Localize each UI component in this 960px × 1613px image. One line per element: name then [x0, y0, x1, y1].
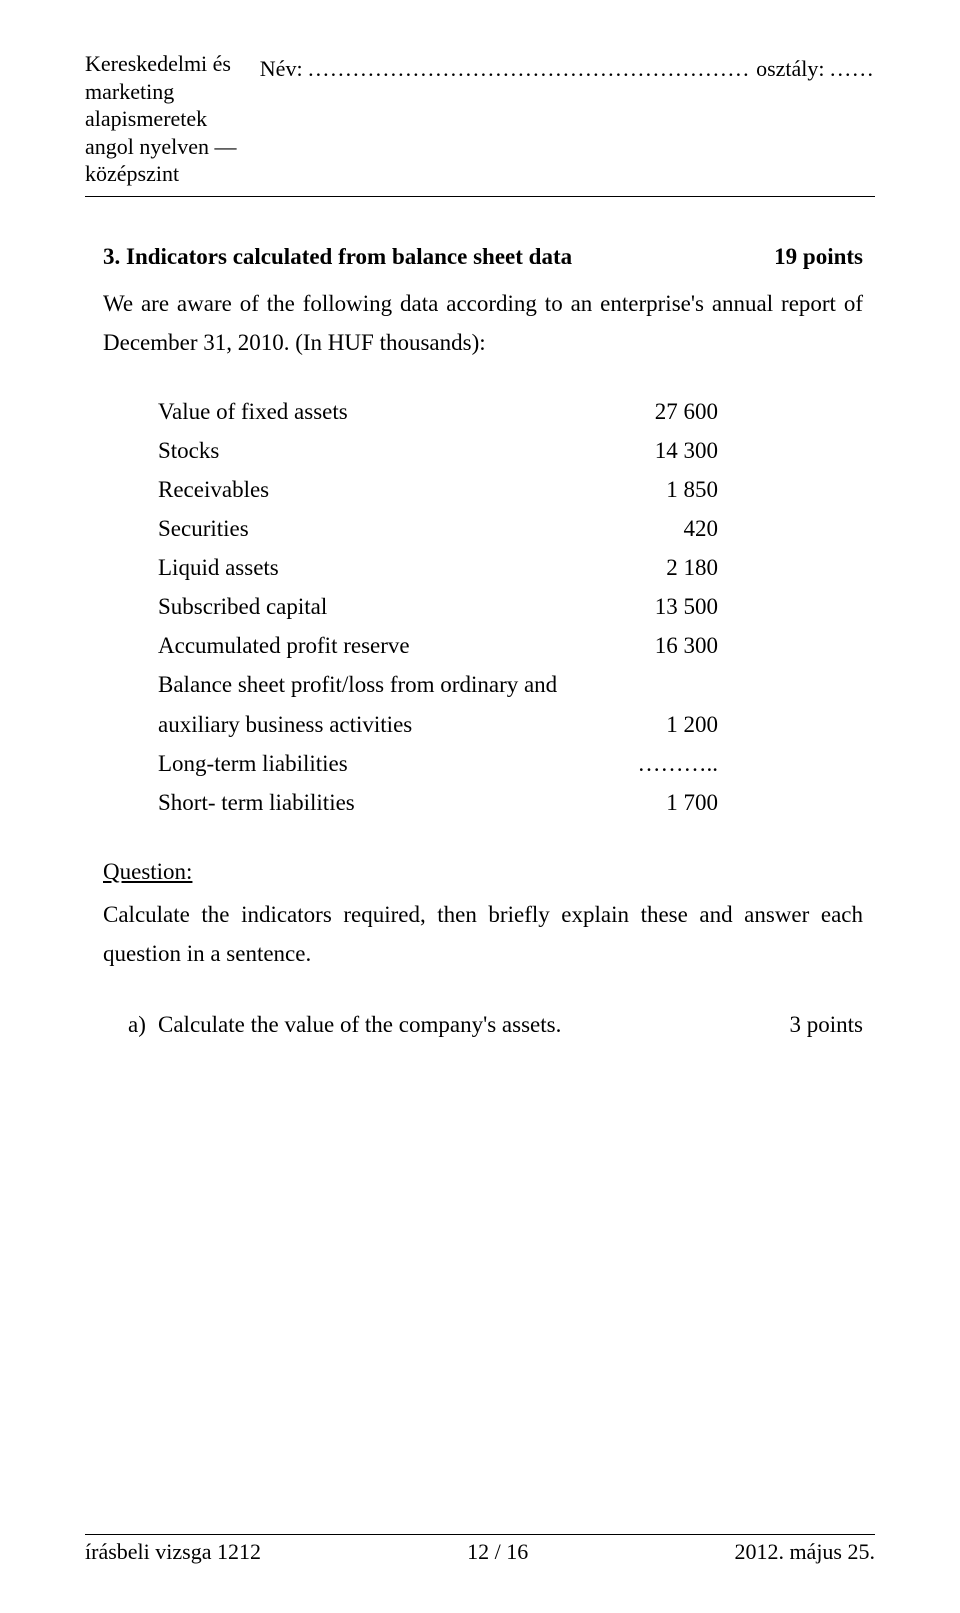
row-label: Short- term liabilities [158, 783, 598, 822]
name-blank: ........................................… [308, 56, 751, 81]
question-title: 3. Indicators calculated from balance sh… [103, 237, 572, 276]
row-value: 1 700 [598, 783, 718, 822]
row-value: 1 200 [598, 705, 718, 744]
task-a-text: Calculate the value of the company's ass… [158, 1005, 561, 1044]
table-row: Securities 420 [158, 509, 863, 548]
task-a: a) Calculate the value of the company's … [103, 1005, 863, 1044]
task-a-letter: a) [128, 1005, 158, 1044]
row-label: Liquid assets [158, 548, 598, 587]
row-value: 420 [598, 509, 718, 548]
name-label: Név: [260, 56, 303, 81]
page-footer: írásbeli vizsga 1212 12 / 16 2012. május… [85, 1534, 875, 1565]
row-label: Long-term liabilities [158, 744, 598, 783]
row-label: Accumulated profit reserve [158, 626, 598, 665]
data-table: Value of fixed assets 27 600 Stocks 14 3… [158, 392, 863, 822]
footer-line: írásbeli vizsga 1212 12 / 16 2012. május… [85, 1539, 875, 1565]
page-header: Kereskedelmi és marketing alapismeretek … [85, 50, 875, 188]
question-title-text: Indicators calculated from balance sheet… [126, 244, 572, 269]
table-row: Accumulated profit reserve 16 300 [158, 626, 863, 665]
table-row: auxiliary business activities 1 200 [158, 705, 863, 744]
subject-line-2: angol nyelven — középszint [85, 133, 260, 188]
row-value: 13 500 [598, 587, 718, 626]
task-a-points: 3 points [790, 1005, 863, 1044]
row-value: 16 300 [598, 626, 718, 665]
question-heading: 3. Indicators calculated from balance sh… [103, 237, 863, 276]
table-row: Long-term liabilities ……….. [158, 744, 863, 783]
row-label: Stocks [158, 431, 598, 470]
table-row: Balance sheet profit/loss from ordinary … [158, 665, 863, 704]
table-row: Short- term liabilities 1 700 [158, 783, 863, 822]
question-number: 3. [103, 244, 126, 269]
question-points: 19 points [774, 237, 863, 276]
row-label: Securities [158, 509, 598, 548]
footer-center: 12 / 16 [467, 1539, 528, 1565]
table-row: Stocks 14 300 [158, 431, 863, 470]
task-a-left: a) Calculate the value of the company's … [128, 1005, 561, 1044]
row-value: ……….. [598, 744, 718, 783]
row-value [598, 665, 718, 704]
row-value: 2 180 [598, 548, 718, 587]
exam-page: Kereskedelmi és marketing alapismeretek … [0, 0, 960, 1613]
subquestion-heading: Question: [103, 852, 863, 891]
header-name-class: Név: ...................................… [260, 50, 875, 82]
row-label: auxiliary business activities [158, 705, 598, 744]
subject-line-1: Kereskedelmi és marketing alapismeretek [85, 50, 260, 133]
footer-left: írásbeli vizsga 1212 [85, 1539, 261, 1565]
row-label: Subscribed capital [158, 587, 598, 626]
table-row: Liquid assets 2 180 [158, 548, 863, 587]
row-value: 14 300 [598, 431, 718, 470]
row-value: 27 600 [598, 392, 718, 431]
row-value: 1 850 [598, 470, 718, 509]
table-row: Subscribed capital 13 500 [158, 587, 863, 626]
table-row: Receivables 1 850 [158, 470, 863, 509]
row-label: Balance sheet profit/loss from ordinary … [158, 665, 598, 704]
row-label: Receivables [158, 470, 598, 509]
header-subject: Kereskedelmi és marketing alapismeretek … [85, 50, 260, 188]
class-label: osztály: [756, 56, 824, 81]
subquestion-text: Calculate the indicators required, then … [103, 895, 863, 973]
table-row: Value of fixed assets 27 600 [158, 392, 863, 431]
row-label: Value of fixed assets [158, 392, 598, 431]
content-area: 3. Indicators calculated from balance sh… [85, 197, 875, 1045]
footer-right: 2012. május 25. [734, 1539, 875, 1565]
class-blank: ...... [830, 56, 875, 81]
question-intro: We are aware of the following data accor… [103, 284, 863, 362]
footer-rule [85, 1534, 875, 1535]
